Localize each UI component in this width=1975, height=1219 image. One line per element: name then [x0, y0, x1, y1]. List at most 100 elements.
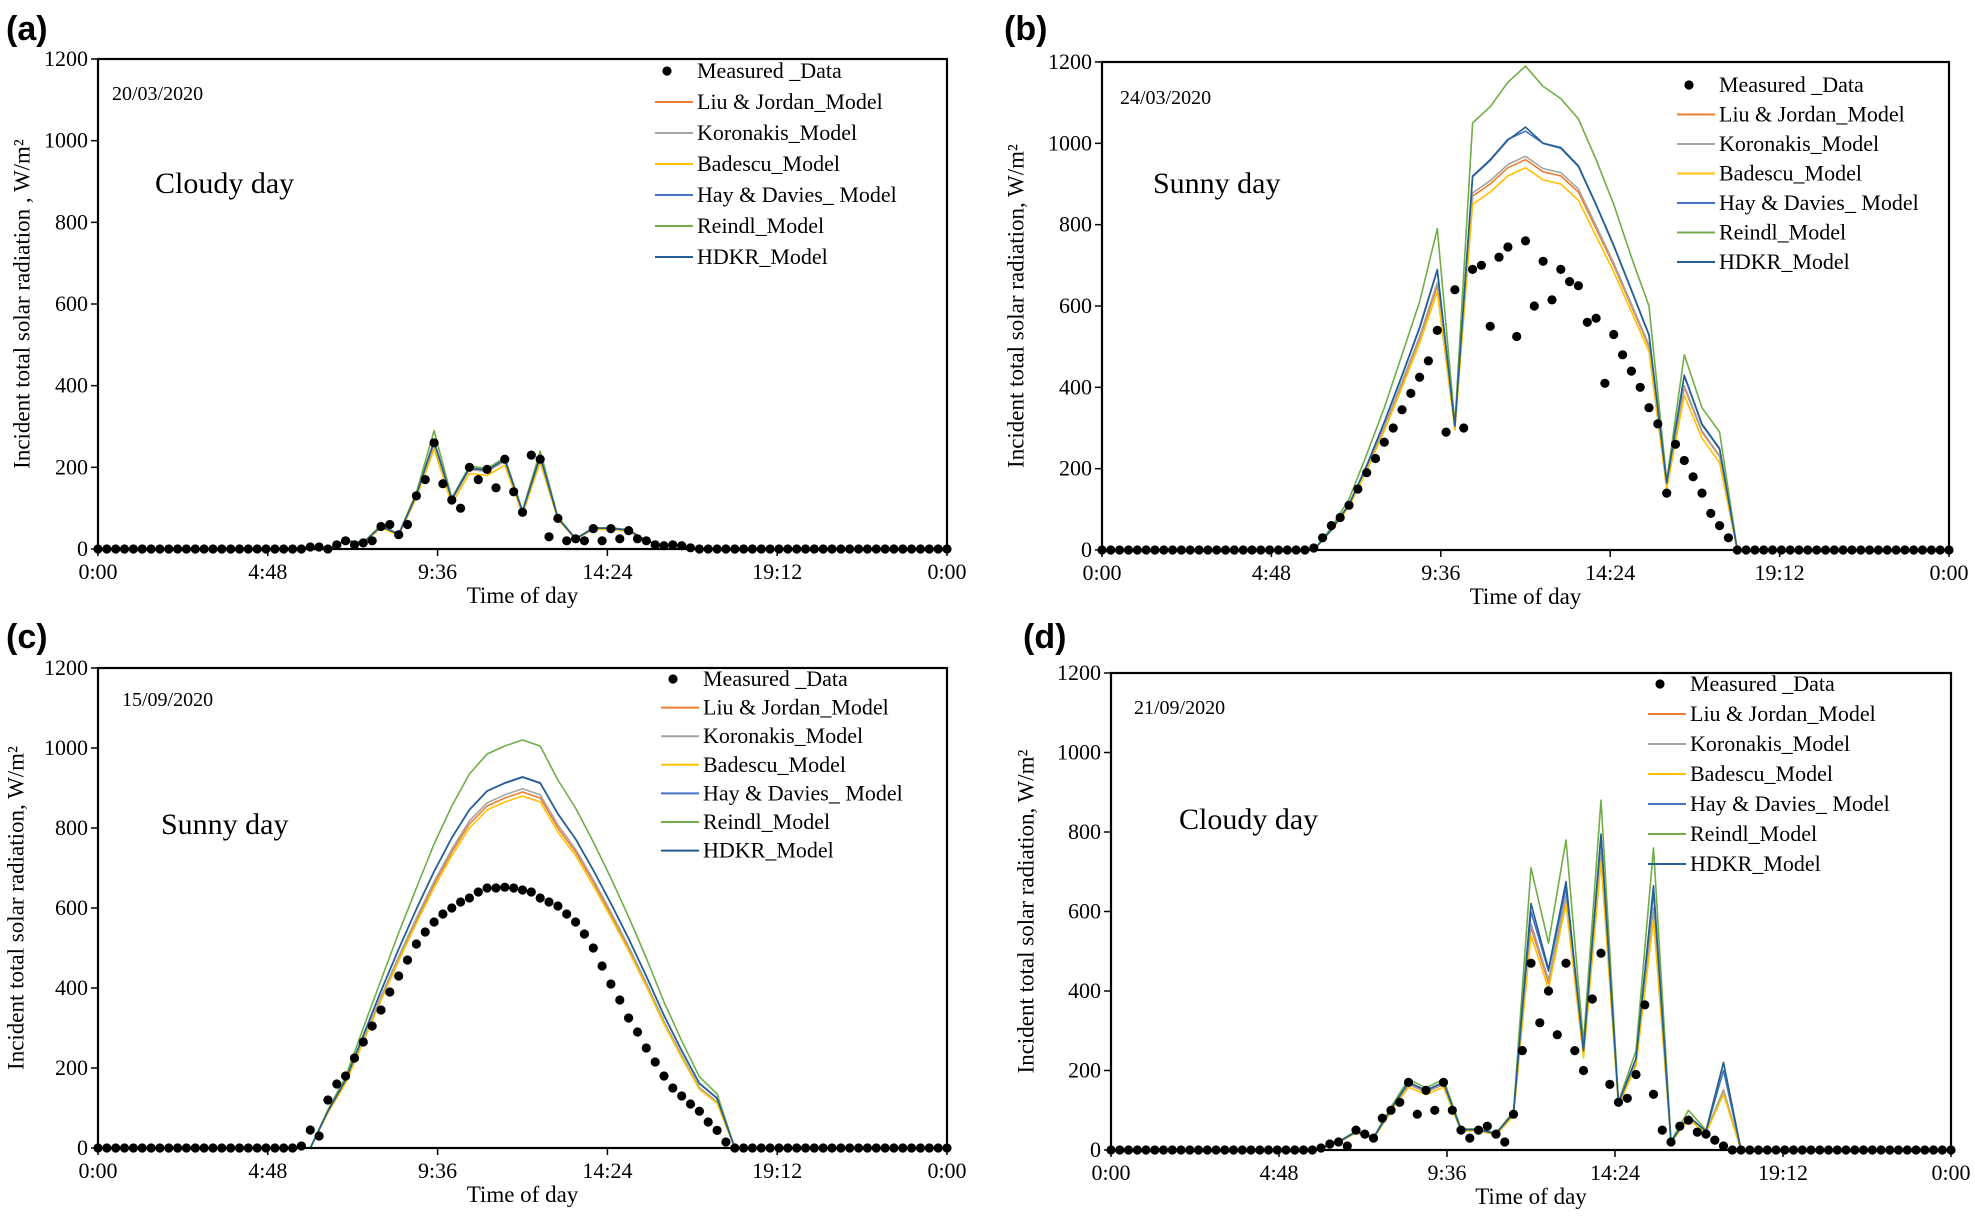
- series-line-reindl-model: [98, 739, 947, 1149]
- date-label: 15/09/2020: [122, 689, 213, 711]
- date-label: 20/03/2020: [112, 83, 203, 105]
- measured-point: [1657, 1125, 1667, 1135]
- measured-point: [606, 524, 616, 534]
- legend-label: Badescu_Model: [1719, 161, 1862, 186]
- measured-point: [562, 909, 572, 919]
- measured-point: [1485, 321, 1495, 331]
- legend-item: Badescu_Model: [655, 151, 840, 176]
- measured-point: [1688, 472, 1698, 482]
- y-axis-title: Incident total solar radiation, W/m²: [1013, 749, 1038, 1073]
- measured-point: [1447, 1105, 1457, 1115]
- legend-item: Measured _Data: [1684, 72, 1864, 97]
- legend-label: HDKR_Model: [703, 838, 834, 863]
- measured-point: [1675, 1121, 1685, 1131]
- legend-label: Koronakis_Model: [697, 120, 857, 145]
- series-line-hay-davies-model: [98, 439, 947, 550]
- legend-item: Liu & Jordan_Model: [661, 695, 889, 720]
- x-tick-label: 14:24: [1590, 1160, 1640, 1185]
- measured-point: [694, 1106, 705, 1116]
- measured-point: [500, 454, 510, 464]
- measured-point: [1666, 1137, 1676, 1147]
- legend: Measured _Data Liu & Jordan_Model Koronaki…: [655, 58, 897, 269]
- measured-point: [1723, 533, 1733, 543]
- y-axis-title: Incident total solar radiation, W/m²: [1003, 144, 1028, 468]
- measured-point: [571, 534, 581, 544]
- series-line-reindl-model: [1102, 65, 1949, 551]
- y-tick-label: 0: [1090, 1137, 1101, 1162]
- measured-point: [1465, 1133, 1475, 1143]
- series-line-reindl-model: [1111, 799, 1951, 1151]
- measured-point: [1644, 403, 1654, 413]
- legend-item: Liu & Jordan_Model: [1648, 701, 1876, 726]
- measured-point: [429, 917, 439, 927]
- measured-point: [535, 454, 545, 464]
- x-tick-label: 0:00: [1929, 560, 1968, 585]
- measured-point: [323, 1095, 333, 1105]
- measured-point: [588, 943, 598, 953]
- measured-point: [677, 1091, 687, 1101]
- measured-point: [314, 1131, 324, 1141]
- measured-point: [1600, 378, 1610, 388]
- y-tick-label: 800: [55, 209, 88, 234]
- measured-point: [1468, 264, 1478, 274]
- measured-point: [447, 903, 457, 913]
- measured-point: [526, 450, 536, 460]
- x-tick-label: 4:48: [248, 559, 287, 584]
- series-line-hay-davies-model: [1111, 835, 1951, 1151]
- legend: Measured _Data Liu & Jordan_Model Koronaki…: [1677, 72, 1919, 274]
- measured-point: [305, 542, 315, 552]
- measured-point: [1362, 468, 1372, 478]
- measured-point: [703, 1117, 713, 1127]
- y-tick-label: 400: [1059, 374, 1092, 399]
- x-tick-label: 19:12: [752, 559, 802, 584]
- measured-point: [1578, 1065, 1589, 1076]
- measured-point: [1360, 1129, 1370, 1139]
- measured-point: [685, 543, 696, 553]
- legend-item: Hay & Davies_ Model: [1677, 190, 1919, 215]
- x-tick-label: 0:00: [78, 559, 117, 584]
- measured-point: [579, 536, 590, 546]
- legend-label: HDKR_Model: [1719, 249, 1850, 274]
- measured-point: [482, 883, 492, 893]
- legend-label: Hay & Davies_ Model: [697, 182, 897, 207]
- legend-item: HDKR_Model: [661, 838, 834, 863]
- measured-point: [553, 513, 563, 524]
- measured-point: [615, 995, 625, 1005]
- measured-point: [1482, 1121, 1492, 1131]
- legend-item: HDKR_Model: [1677, 249, 1850, 274]
- measured-point: [1494, 252, 1504, 262]
- measured-point: [1377, 1113, 1387, 1123]
- measured-point: [358, 538, 368, 548]
- measured-point: [305, 1125, 315, 1135]
- measured-point: [411, 939, 421, 949]
- measured-point: [1430, 1105, 1440, 1115]
- y-tick-label: 200: [1068, 1058, 1101, 1083]
- legend-item: Koronakis_Model: [655, 120, 857, 145]
- legend-label: Measured _Data: [703, 666, 848, 691]
- measured-point: [1491, 1129, 1501, 1139]
- measured-point: [1701, 1129, 1711, 1139]
- measured-point: [1318, 533, 1328, 543]
- measured-point: [376, 521, 386, 532]
- legend-label: Koronakis_Model: [1690, 731, 1850, 756]
- legend-label: Badescu_Model: [1690, 761, 1833, 786]
- x-tick-label: 9:36: [418, 559, 457, 584]
- measured-point: [341, 536, 351, 546]
- day-condition-label: Cloudy day: [1179, 803, 1318, 836]
- measured-point: [650, 1057, 660, 1067]
- series-line-koronakis-model: [98, 443, 947, 550]
- legend-item: Koronakis_Model: [1677, 131, 1879, 156]
- measured-point: [1715, 521, 1725, 531]
- legend-label: Measured _Data: [1719, 72, 1864, 97]
- legend-label: Koronakis_Model: [1719, 131, 1879, 156]
- legend-item: HDKR_Model: [655, 244, 828, 269]
- legend-item: Liu & Jordan_Model: [655, 89, 883, 114]
- y-tick-label: 1000: [1057, 740, 1101, 765]
- x-tick-label: 14:24: [1585, 560, 1635, 585]
- measured-point: [332, 1079, 342, 1089]
- measured-point: [1386, 1105, 1396, 1115]
- legend-label: Badescu_Model: [697, 151, 840, 176]
- measured-point: [1353, 484, 1363, 494]
- legend-marker-dot: [668, 674, 678, 684]
- measured-point: [624, 526, 634, 536]
